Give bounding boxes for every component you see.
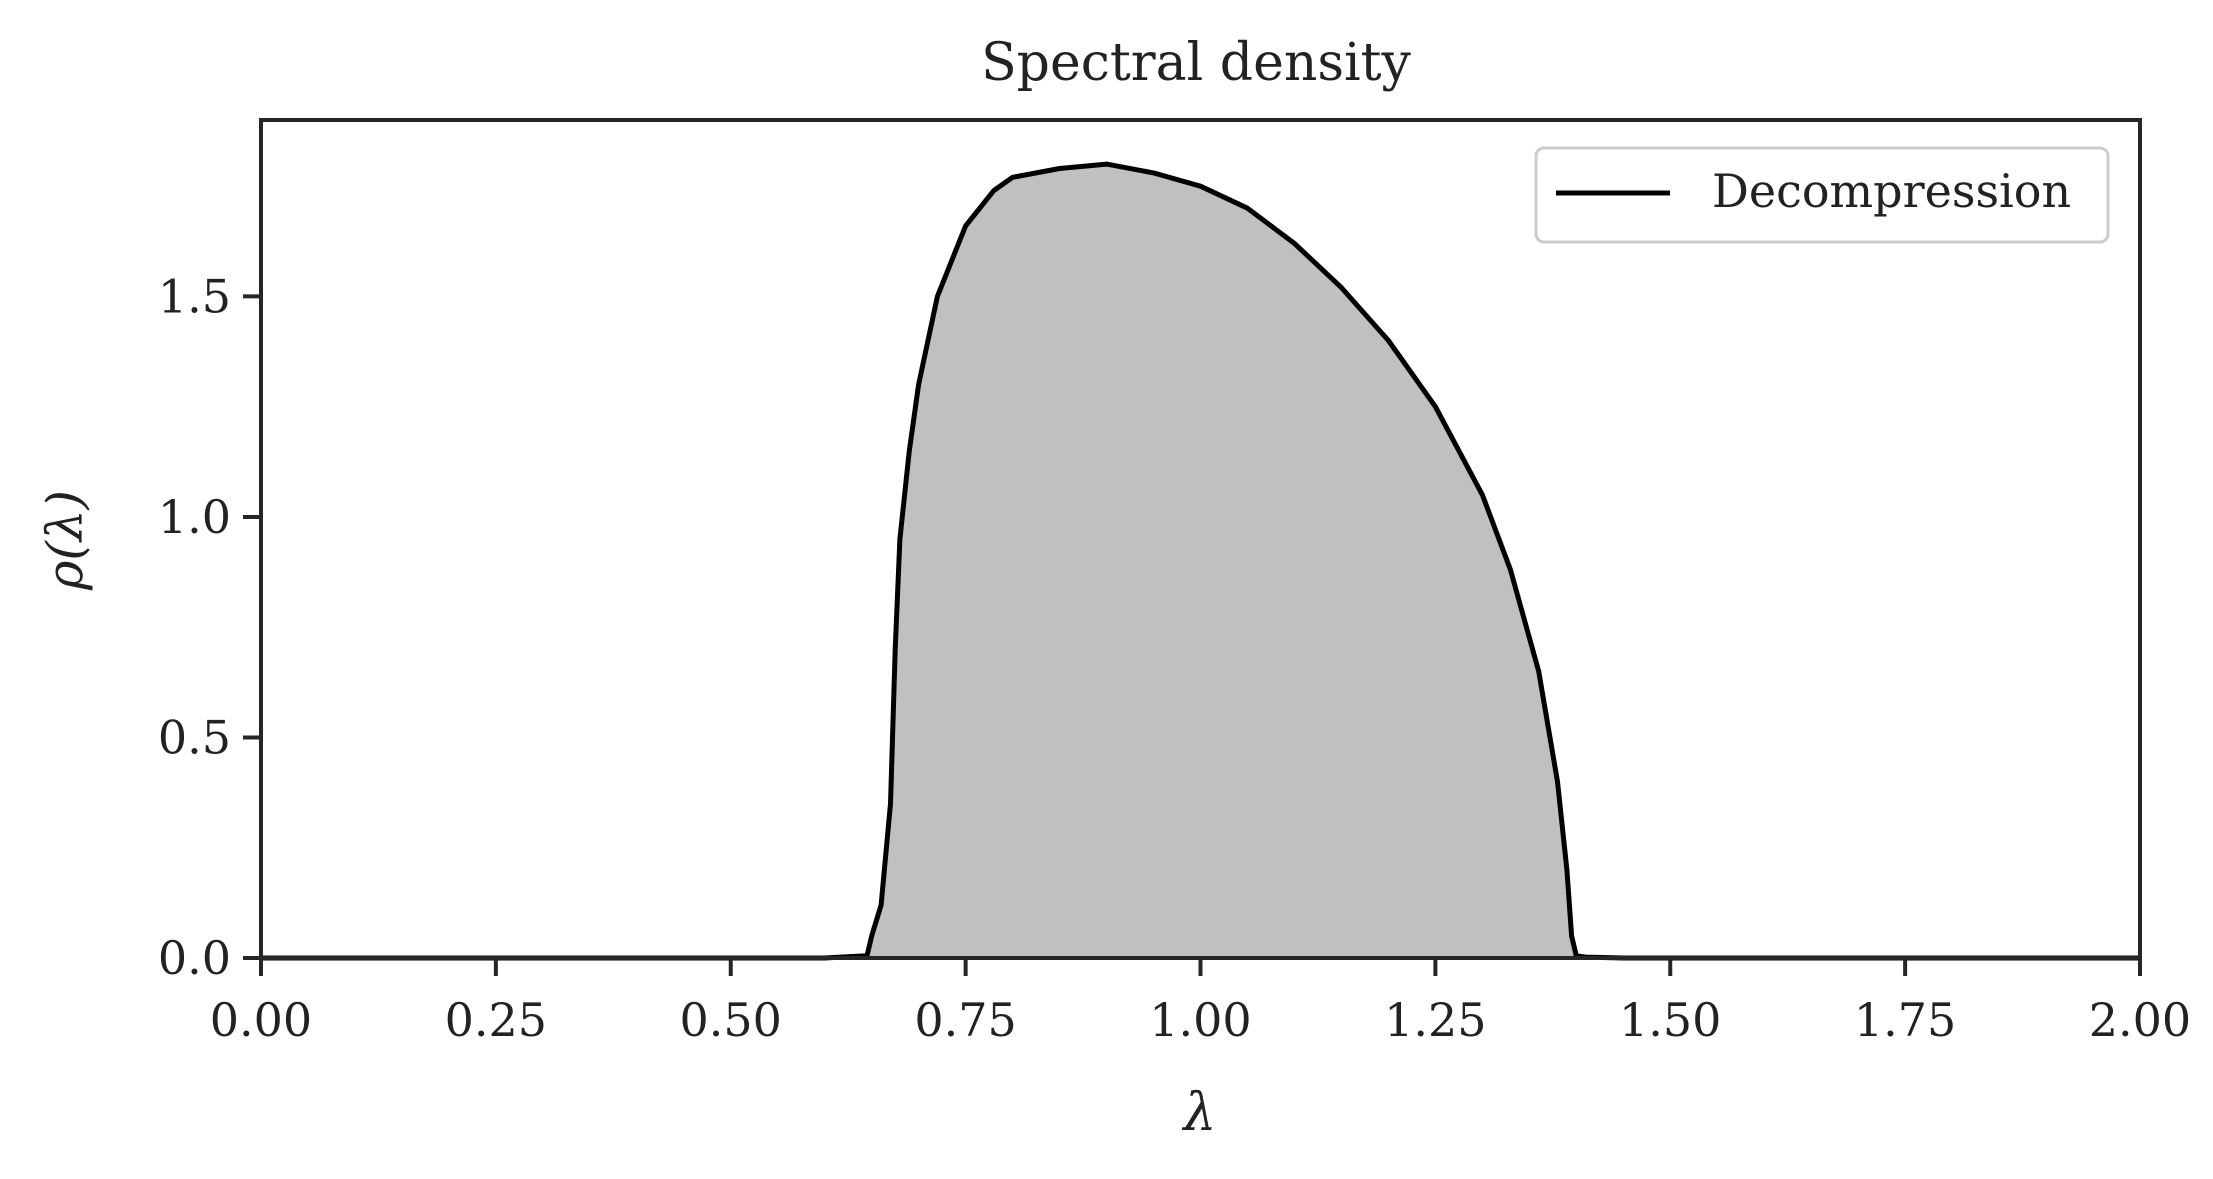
density-area-fill: [261, 164, 2140, 959]
legend-box: [1534, 146, 2110, 244]
x-tick-label: 1.25: [1384, 993, 1486, 1047]
y-tick-label: 1.5: [158, 269, 231, 323]
x-tick-label: 1.50: [1619, 993, 1721, 1047]
y-tick-label: 0.5: [158, 710, 231, 764]
x-tick-label: 0.25: [445, 993, 547, 1047]
legend-label-decompression: Decompression: [1712, 164, 2071, 218]
x-axis-label: λ: [1182, 1083, 1217, 1143]
x-tick-label: 2.00: [2089, 993, 2191, 1047]
chart-title: Spectral density: [981, 33, 1411, 93]
x-tick-label: 1.75: [1854, 993, 1956, 1047]
y-tick-label: 0.0: [158, 931, 231, 985]
x-tick-label: 0.75: [914, 993, 1016, 1047]
legend: Decompression: [1534, 146, 2110, 244]
x-tick-label: 0.00: [210, 993, 312, 1047]
x-tick-label: 1.00: [1149, 993, 1251, 1047]
x-axis-ticks: 0.00 0.25 0.50 0.75 1.00 1.25 1.50 1.75 2.00: [210, 958, 2191, 1047]
y-axis-label: ρ(λ): [36, 490, 94, 591]
series-line-decompression: [261, 161, 2140, 961]
x-tick-label: 0.50: [680, 993, 782, 1047]
y-axis-ticks: 0.0 0.5 1.0 1.5: [158, 269, 261, 985]
y-tick-label: 1.0: [158, 490, 231, 544]
